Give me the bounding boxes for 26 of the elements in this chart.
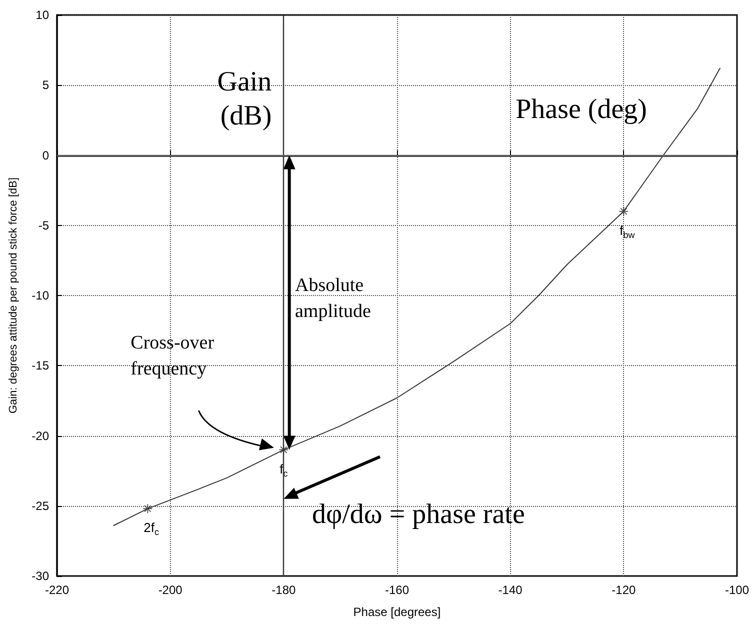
y-tick-label: 0 [42,148,50,162]
point [618,206,629,216]
x-tick-label: -160 [384,583,410,597]
x-tick-label: -220 [44,583,70,597]
annotation: Absolute amplitude [294,274,371,322]
x-axis-title: Phase [degrees] [353,605,441,619]
x-tick-label: -100 [724,583,750,597]
ref-line-label: Gain (dB) [217,66,272,132]
y-tick-label: -15 [32,358,50,373]
y-tick-label: 5 [42,78,50,92]
x-tick-label: -120 [612,583,636,597]
y-tick-label: -20 [32,428,50,443]
point [142,504,153,514]
y-tick-label: -10 [32,288,50,302]
x-tick-label: -140 [498,583,523,597]
y-axis-title: Gain: degrees attitude per pound stick force [dB] [8,177,20,414]
y-tick-label: -5 [38,218,50,232]
y-tick-label: -25 [32,498,50,513]
point [278,444,289,455]
annotation: dφ/dω = phase rate [312,498,525,530]
ref-line-label: Phase (deg) [516,94,647,125]
y-tick-label: 10 [36,8,50,22]
x-tick-label: -180 [272,583,296,597]
y-tick-label: -30 [32,569,50,583]
x-tick-label: -200 [158,583,183,597]
annotation: Cross-over frequency [130,332,215,380]
